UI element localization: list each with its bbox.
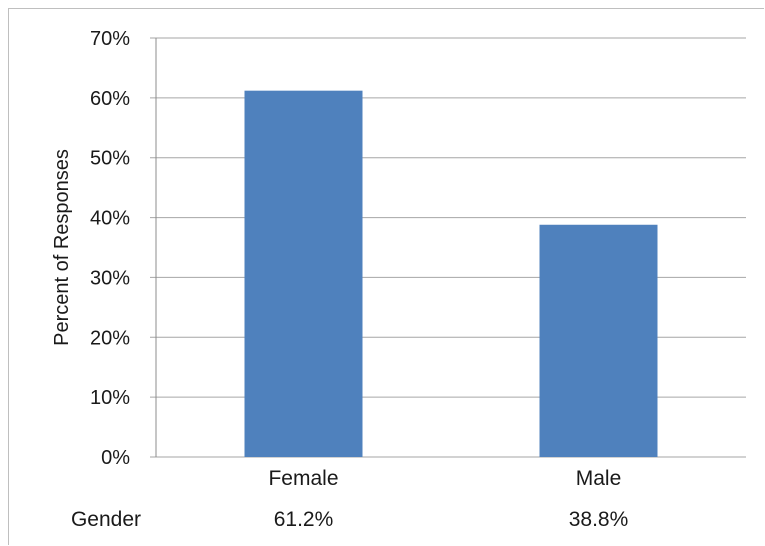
bar-male xyxy=(539,224,658,457)
data-table-row-label: Gender xyxy=(71,508,141,531)
y-tick-label: 60% xyxy=(90,88,130,110)
y-tick-label: 30% xyxy=(90,267,130,289)
y-tick-label: 40% xyxy=(90,208,130,230)
y-tick-label: 50% xyxy=(90,148,130,170)
x-category-label: Male xyxy=(576,467,622,490)
x-axis-categories: Female Male xyxy=(268,467,621,490)
bars xyxy=(244,90,658,457)
y-tick-label: 10% xyxy=(90,387,130,409)
y-tick-label: 20% xyxy=(90,327,130,349)
data-table-value: 38.8% xyxy=(569,508,629,531)
x-category-label: Female xyxy=(268,467,338,490)
y-tick-label: 0% xyxy=(101,447,130,469)
bar-female xyxy=(244,90,363,457)
y-axis-ticks: 0% 10% 20% 30% 40% 50% 60% 70% xyxy=(90,28,130,469)
chart-frame xyxy=(8,8,764,545)
y-tick-label: 70% xyxy=(90,28,130,50)
data-table-value: 61.2% xyxy=(274,508,334,531)
y-axis-label: Percent of Responses xyxy=(51,149,73,346)
data-table-values: 61.2% 38.8% xyxy=(274,508,629,531)
